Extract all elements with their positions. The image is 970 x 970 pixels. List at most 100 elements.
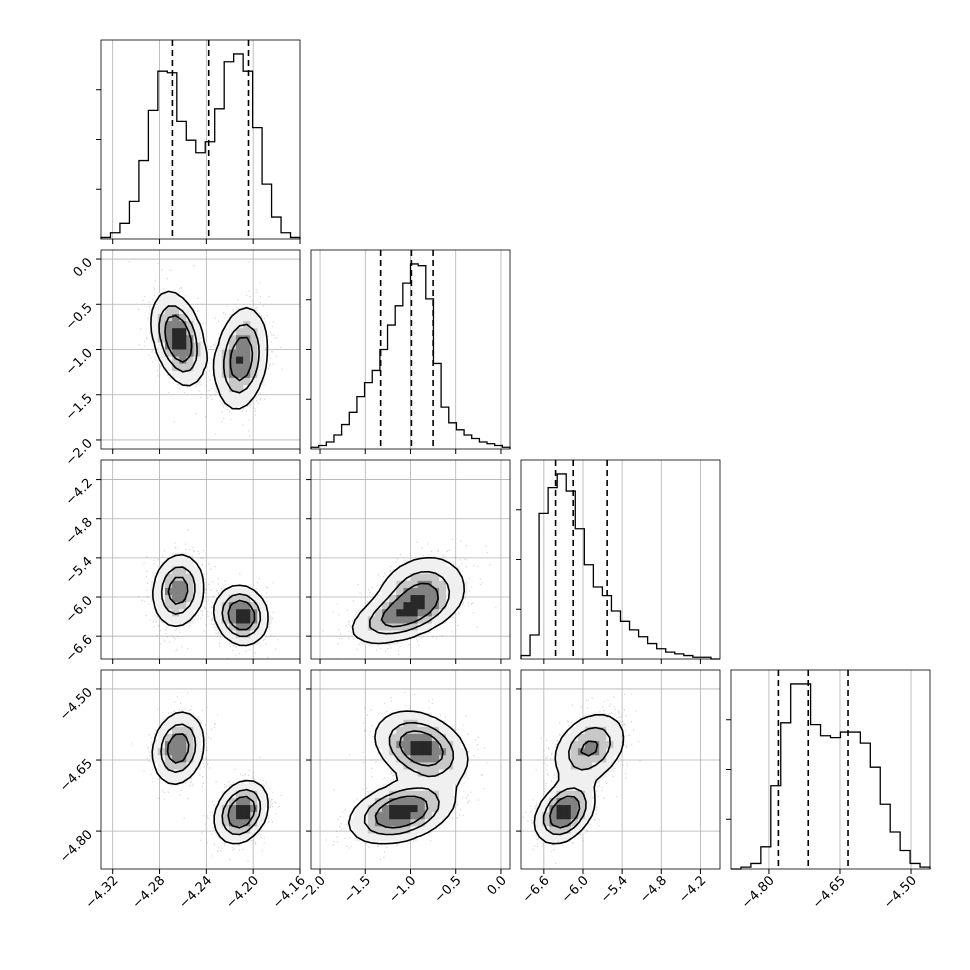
density-cell [360,623,369,631]
density-cell [446,805,454,813]
x-tick-label: −1.0 [386,873,419,906]
density-cell [228,392,237,400]
density-cell [570,790,579,799]
density-cell [438,776,447,785]
density-cell [236,349,244,357]
density-cell [438,790,447,799]
density-cell [584,776,593,785]
density-cell [193,726,201,735]
density-cell [549,790,557,799]
density-cell [542,826,550,834]
density-cell [417,559,426,567]
density-cell [250,385,258,393]
density-cell [389,762,397,770]
density-cell [410,712,418,721]
density-cell [353,826,362,834]
density-cell [403,580,411,589]
density-cell [374,637,383,646]
density-cell [179,769,187,777]
density-cell [250,630,258,638]
density-cell [389,805,397,813]
density-cell [360,797,369,806]
density-cell [424,783,433,792]
density-cell [556,790,564,799]
density-cell [179,299,187,308]
density-cell [563,833,572,841]
density-cell [417,826,426,834]
density-cell [172,755,180,763]
density-cell [214,349,223,357]
density-cell [172,580,180,589]
density-cell [374,812,383,820]
density-cell [186,335,194,343]
density-cell [164,602,173,610]
density-cell [599,733,607,742]
density-cell [438,719,447,728]
density-cell [549,819,557,827]
density-cell [157,349,166,357]
scatter-panel-3-1: −2.0 −1.5 −1.0 −0.5 0.0 [296,669,511,906]
contour-line [151,711,269,845]
density-cell [243,363,251,372]
density-cell [431,587,440,596]
density-cell [410,805,418,813]
y-tick-label: −1.0 [63,346,96,379]
density-cell [164,328,173,336]
density-cell [179,595,187,603]
density-cell [179,370,187,379]
density-cell [257,595,265,603]
density-cell [150,313,159,322]
density-cell [424,623,433,631]
density-cell [438,609,447,617]
density-cell [250,335,258,343]
density-cell [150,587,159,596]
density-cell [446,602,454,610]
density-cell [172,602,180,610]
density-cell [243,328,251,336]
density-cell [599,712,607,721]
density-cell [417,819,426,827]
density-cell [431,805,440,813]
density-cell [403,790,411,799]
density-cell [410,630,418,638]
density-cell [410,573,418,582]
density-cell [577,805,586,813]
density-cell [186,328,194,336]
density-cell [179,755,187,763]
contour-line [158,305,260,394]
density-cell [396,776,404,785]
density-cell [570,741,579,749]
density-cell [228,797,237,806]
density-cell [417,762,426,770]
density-cell [150,741,159,749]
density-cell [193,335,201,343]
density-cell [179,566,187,575]
density-cell [236,587,244,596]
density-cell [417,573,426,582]
density-cell [410,595,418,603]
density-cell [236,321,244,329]
density-cell [164,299,173,308]
y-tick-label: −4.65 [57,756,96,795]
density-cell [382,833,390,841]
x-tick-label: 0.0 [485,873,510,898]
density-cell [221,335,230,343]
density-cell [584,755,593,763]
density-cell [179,733,187,742]
density-cell [221,812,230,820]
density-cell [374,833,383,841]
density-cell [150,321,159,329]
density-cell [424,616,433,624]
density-cell [150,595,159,603]
density-cell [243,335,251,343]
density-cell [374,630,383,638]
density-cell [460,755,468,763]
contour-line [369,570,451,635]
density-cell [396,623,404,631]
density-cell [396,783,404,792]
density-cell [382,726,390,735]
density-cell [410,559,418,567]
density-cell [367,805,376,813]
density-cell [396,616,404,624]
